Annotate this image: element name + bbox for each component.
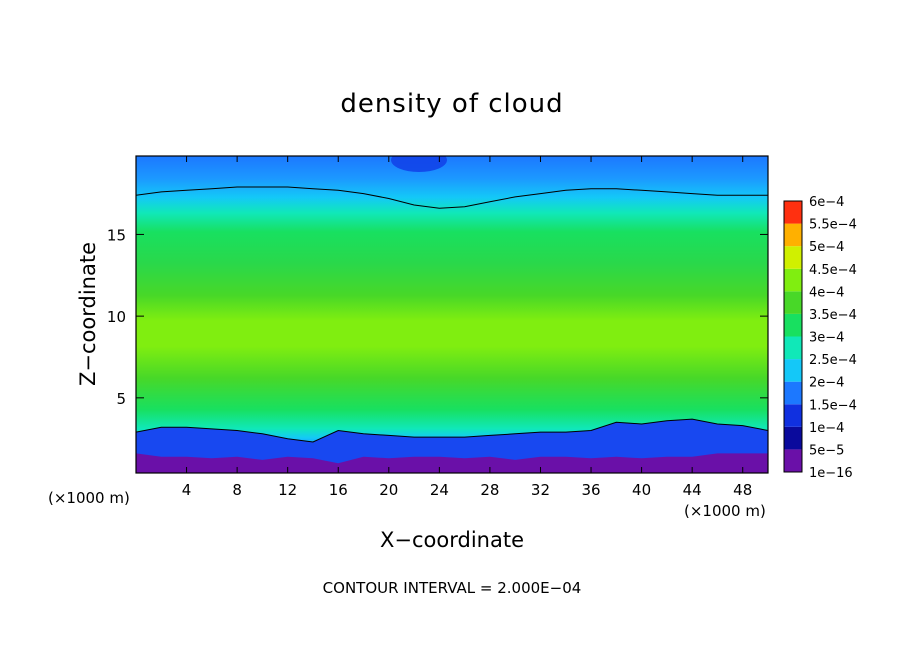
colorbar: 1e−16 5e−5 1e−4 1.5e−4 2e−4 2.5e−4 3e−4 3.5e−4 4… (783, 195, 857, 481)
x-tick-label: 24 (430, 481, 449, 499)
chart-title: density of cloud (340, 89, 563, 119)
colorbar-label: 1.5e−4 (809, 398, 857, 413)
colorbar-label: 3e−4 (809, 331, 844, 346)
x-tick-label: 16 (329, 481, 348, 499)
colorbar-label: 5.5e−4 (809, 218, 857, 233)
colorbar-swatch (784, 313, 802, 337)
colorbar-swatch (784, 359, 802, 382)
colorbar-swatch (784, 291, 802, 314)
x-tick-label: 36 (581, 481, 600, 499)
y-tick-label: 10 (107, 308, 126, 326)
colorbar-label: 6e−4 (809, 195, 844, 210)
x-axis: 4 8 12 16 20 24 28 32 36 40 44 48 (182, 156, 752, 499)
colorbar-swatch (784, 223, 802, 247)
colorbar-swatch (784, 336, 802, 360)
colorbar-label: 4.5e−4 (809, 263, 857, 278)
x-tick-label: 44 (683, 481, 702, 499)
y-tick-label: 5 (116, 390, 126, 408)
colorbar-frame (783, 200, 803, 473)
colorbar-label: 2.5e−4 (809, 353, 857, 368)
x-tick-label: 48 (733, 481, 752, 499)
colorbar-label: 1e−4 (809, 421, 844, 436)
x-tick-label: 40 (632, 481, 651, 499)
heatmap-field (136, 156, 768, 473)
upper-dip-patch (391, 156, 447, 172)
colorbar-swatch (784, 201, 802, 224)
contour-line-lower (136, 418, 768, 443)
plot-frame (135, 155, 769, 474)
colorbar-label: 5e−4 (809, 240, 844, 255)
x-unit-left: (×1000 m) (48, 489, 130, 507)
x-unit-right: (×1000 m) (684, 502, 766, 520)
colorbar-swatch (784, 246, 802, 269)
colorbar-label: 4e−4 (809, 285, 844, 300)
heatmap-ground-band (136, 453, 768, 473)
y-tick-label: 15 (107, 226, 126, 244)
y-axis-label: Z−coordinate (76, 242, 100, 386)
contour-interval-footer: CONTOUR INTERVAL = 2.000E−04 (323, 579, 582, 597)
colorbar-swatch (784, 381, 802, 405)
colorbar-label: 3.5e−4 (809, 308, 857, 323)
colorbar-swatch (784, 268, 802, 292)
x-tick-label: 28 (480, 481, 499, 499)
colorbar-label: 5e−5 (809, 443, 844, 458)
colorbar-label: 1e−16 (809, 466, 853, 481)
x-tick-label: 32 (531, 481, 550, 499)
colorbar-swatch (784, 404, 802, 427)
colorbar-label: 2e−4 (809, 376, 844, 391)
x-tick-label: 8 (232, 481, 242, 499)
colorbar-swatch (784, 426, 802, 450)
x-axis-label: X−coordinate (380, 528, 524, 552)
colorbar-swatch (784, 449, 802, 472)
x-tick-label: 12 (278, 481, 297, 499)
y-axis: 5 10 15 (107, 226, 768, 408)
x-tick-label: 4 (182, 481, 192, 499)
plot-area (136, 156, 768, 473)
contour-line-upper (136, 186, 768, 209)
x-tick-label: 20 (379, 481, 398, 499)
